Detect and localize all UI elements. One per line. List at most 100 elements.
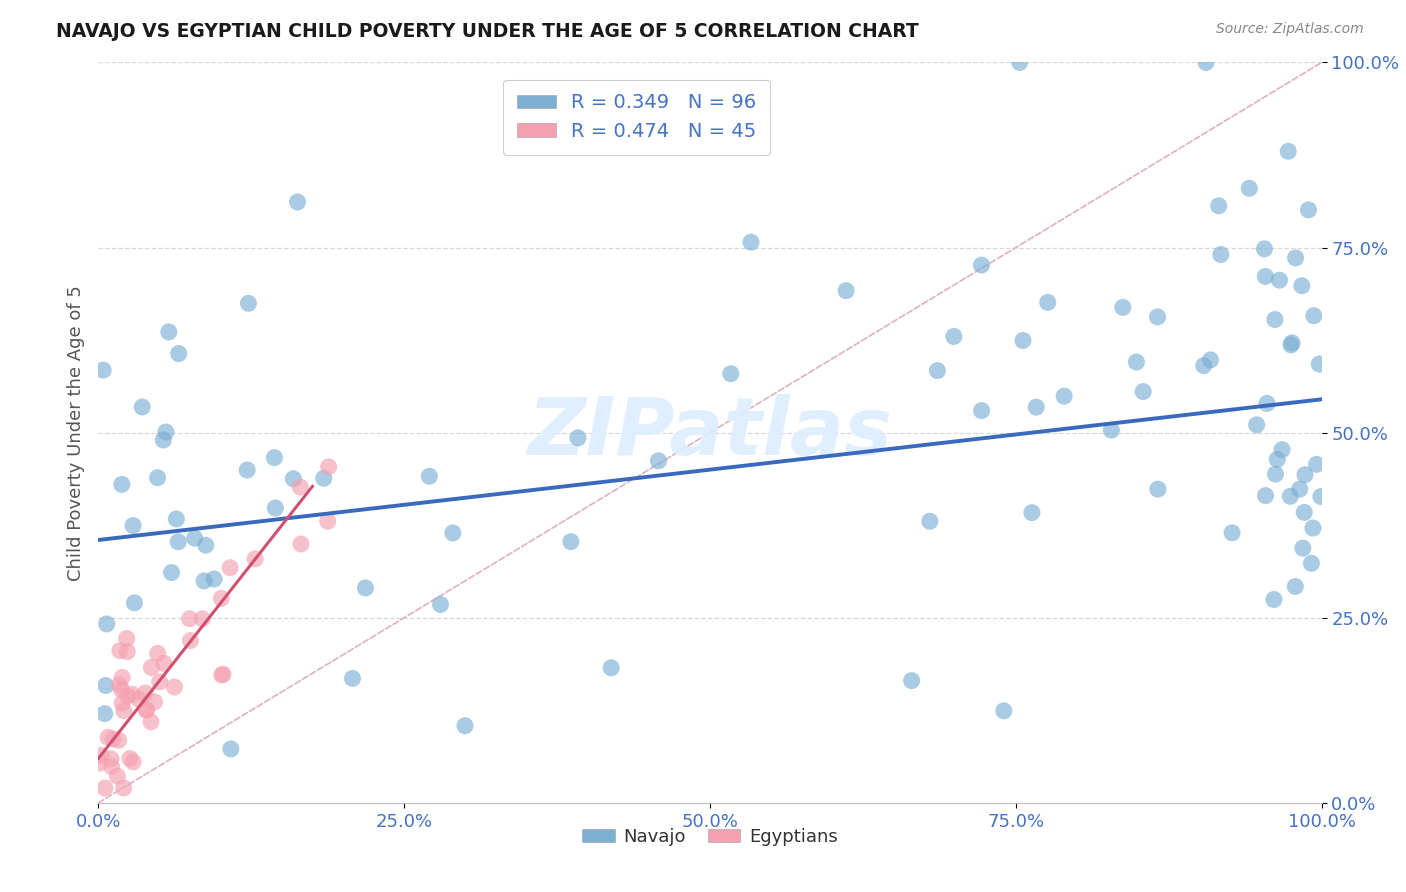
Point	[202, 572, 225, 586]
Point	[101, 731, 124, 746]
Point	[153, 657, 176, 671]
Point	[152, 433, 174, 447]
Point	[1253, 242, 1275, 256]
Point	[1147, 482, 1170, 496]
Point	[139, 714, 162, 729]
Point	[1264, 312, 1286, 326]
Point	[108, 643, 131, 657]
Point	[1199, 352, 1222, 367]
Point	[1308, 357, 1330, 371]
Point	[219, 742, 242, 756]
Point	[115, 645, 138, 659]
Point	[93, 706, 115, 721]
Point	[1025, 400, 1047, 414]
Point	[600, 661, 623, 675]
Point	[209, 591, 232, 606]
Point	[1239, 181, 1261, 195]
Point	[183, 531, 205, 545]
Point	[1284, 251, 1306, 265]
Point	[454, 719, 477, 733]
Point	[342, 672, 364, 686]
Point	[1254, 269, 1277, 284]
Point	[647, 454, 669, 468]
Point	[112, 704, 135, 718]
Point	[316, 514, 339, 528]
Point	[163, 680, 186, 694]
Point	[1264, 467, 1286, 482]
Point	[135, 703, 157, 717]
Point	[100, 759, 122, 773]
Point	[1125, 355, 1147, 369]
Point	[157, 325, 180, 339]
Point	[1209, 247, 1232, 261]
Point	[1268, 273, 1291, 287]
Point	[1298, 202, 1320, 217]
Point	[135, 703, 157, 717]
Point	[107, 733, 129, 747]
Point	[1246, 417, 1268, 432]
Point	[128, 692, 150, 706]
Point	[1053, 389, 1076, 403]
Point	[1271, 442, 1294, 457]
Point	[236, 463, 259, 477]
Point	[1292, 541, 1315, 555]
Point	[1291, 278, 1313, 293]
Point	[441, 525, 464, 540]
Point	[1277, 145, 1299, 159]
Point	[107, 769, 129, 783]
Point	[179, 612, 201, 626]
Point	[263, 450, 285, 465]
Point	[117, 689, 139, 703]
Point	[1254, 489, 1277, 503]
Point	[94, 780, 117, 795]
Point	[835, 284, 858, 298]
Point	[1021, 506, 1043, 520]
Point	[1036, 295, 1059, 310]
Point	[287, 194, 309, 209]
Point	[118, 751, 141, 765]
Point	[1301, 557, 1323, 571]
Point	[1294, 505, 1316, 519]
Point	[149, 674, 172, 689]
Point	[1302, 521, 1324, 535]
Point	[900, 673, 922, 688]
Text: NAVAJO VS EGYPTIAN CHILD POVERTY UNDER THE AGE OF 5 CORRELATION CHART: NAVAJO VS EGYPTIAN CHILD POVERTY UNDER T…	[56, 22, 920, 41]
Point	[1220, 525, 1243, 540]
Point	[94, 678, 117, 692]
Point	[1279, 338, 1302, 352]
Point	[918, 514, 941, 528]
Point	[219, 560, 242, 574]
Point	[211, 668, 233, 682]
Point	[1132, 384, 1154, 399]
Point	[1305, 458, 1327, 472]
Point	[89, 756, 111, 770]
Point	[167, 346, 190, 360]
Text: ZIPatlas: ZIPatlas	[527, 393, 893, 472]
Point	[238, 296, 260, 310]
Point	[146, 471, 169, 485]
Point	[112, 780, 135, 795]
Point	[312, 471, 335, 485]
Point	[167, 534, 190, 549]
Point	[143, 695, 166, 709]
Point	[354, 581, 377, 595]
Point	[122, 755, 145, 769]
Point	[121, 687, 143, 701]
Point	[155, 425, 177, 439]
Point	[115, 632, 138, 646]
Point	[1146, 310, 1168, 324]
Point	[740, 235, 762, 249]
Point	[1192, 359, 1215, 373]
Y-axis label: Child Poverty Under the Age of 5: Child Poverty Under the Age of 5	[66, 285, 84, 581]
Point	[110, 682, 132, 697]
Point	[1265, 452, 1288, 467]
Point	[111, 670, 134, 684]
Point	[283, 472, 305, 486]
Point	[111, 477, 134, 491]
Point	[1112, 301, 1135, 315]
Point	[1099, 423, 1122, 437]
Point	[290, 537, 312, 551]
Point	[90, 748, 112, 763]
Point	[1279, 489, 1302, 503]
Point	[122, 518, 145, 533]
